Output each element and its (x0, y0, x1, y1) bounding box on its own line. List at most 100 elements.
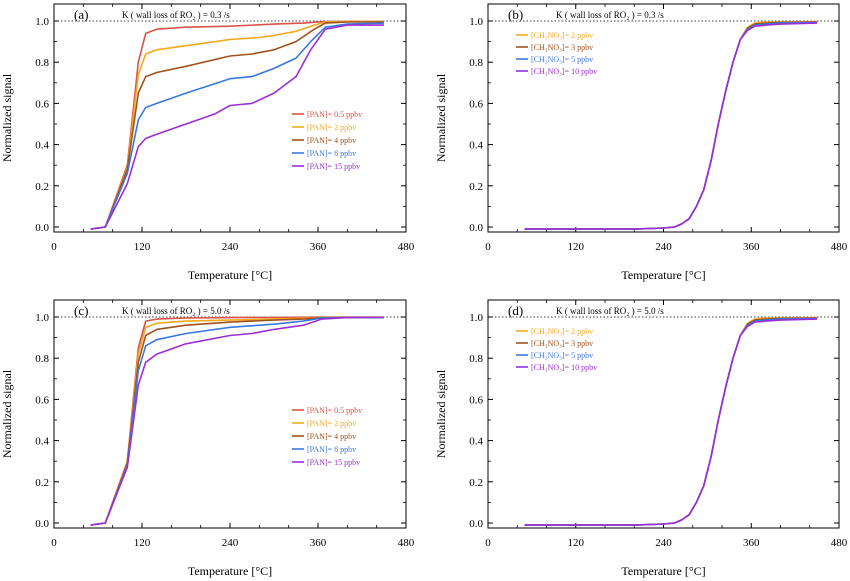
x-axis-label: Temperature [°C] (188, 564, 272, 578)
y-tick-label: 1.0 (35, 312, 49, 324)
x-tick-label: 0 (51, 537, 57, 549)
x-tick-label: 240 (222, 241, 239, 253)
y-tick-label: 0.4 (35, 140, 49, 152)
series-line (524, 316, 818, 526)
panel-a: 0 120 240 360 480 0.0 0.2 0.4 0.6 0.8 1.0 Temperatu… (0, 3, 415, 282)
series-line (524, 21, 818, 230)
y-tick-label: 0.6 (469, 394, 483, 406)
y-tick-label: 0.4 (469, 140, 483, 152)
panel-label: (c) (74, 303, 88, 318)
y-tick-label: 0.4 (469, 436, 483, 448)
x-tick-label: 0 (485, 537, 491, 549)
panel-label: (d) (508, 303, 523, 318)
legend-label: [CH₃NO₃]= 2 ppbv (531, 327, 593, 336)
legend-label: [CH₃NO₃]= 5 ppbv (531, 351, 593, 360)
x-tick-label: 360 (310, 241, 327, 253)
x-tick-label: 480 (398, 537, 415, 549)
y-tick-label: 0.8 (469, 353, 483, 365)
x-tick-label: 120 (568, 241, 585, 253)
panel-title: K ( wall loss of RO₂ ) = 5.0 /s (556, 306, 664, 316)
legend-label: [CH₃NO₃]= 10 ppbv (531, 67, 597, 76)
series-line (524, 20, 818, 230)
x-tick-label: 120 (134, 537, 151, 549)
y-tick-label: 1.0 (35, 16, 49, 28)
legend: [CH₃NO₃]= 2 ppbv [CH₃NO₃]= 3 ppbv [CH₃NO₃]… (516, 327, 597, 372)
x-tick-label: 360 (310, 537, 327, 549)
series-line (524, 317, 818, 526)
legend: [PAN]= 0.5 ppbv [PAN]= 2 ppbv [PAN]= 4 ppb… (292, 110, 362, 171)
y-tick-label: 0.2 (469, 477, 483, 489)
y-tick-label: 1.0 (469, 312, 483, 324)
y-tick-label: 1.0 (469, 16, 483, 28)
panel-b: 0 120 240 360 480 0.0 0.2 0.4 0.6 0.8 1.0 Temperatu… (434, 3, 848, 282)
legend-label: [PAN]= 0.5 ppbv (307, 110, 362, 119)
series-line (524, 318, 818, 526)
x-tick-label: 0 (485, 241, 491, 253)
legend-label: [CH₃NO₃]= 3 ppbv (531, 339, 593, 348)
y-tick-label: 0.0 (469, 222, 483, 234)
series-line (524, 317, 818, 526)
legend-label: [PAN]= 2 ppbv (307, 419, 356, 428)
series-line (90, 24, 384, 230)
y-tick-label: 0.6 (35, 98, 49, 110)
x-axis-label: Temperature [°C] (188, 268, 272, 282)
series-line (90, 316, 385, 526)
series-line (90, 20, 384, 230)
legend: [PAN]= 0.5 ppbv [PAN]= 2 ppbv [PAN]= 4 ppb… (292, 406, 362, 467)
y-tick-label: 0.2 (35, 181, 49, 193)
x-tick-label: 480 (831, 537, 848, 549)
x-tick-label: 360 (743, 241, 760, 253)
legend-label: [PAN]= 15 ppbv (307, 162, 360, 171)
panel-c: 0 120 240 360 480 0.0 0.2 0.4 0.6 0.8 1.0 Temperatu… (0, 299, 415, 578)
x-tick-label: 240 (655, 241, 672, 253)
y-tick-label: 0.8 (35, 353, 49, 365)
panel-title: K ( wall loss of RO₂ ) = 5.0 /s (122, 306, 230, 316)
y-tick-label: 0.0 (35, 222, 49, 234)
series-line (90, 22, 385, 230)
series-line (90, 21, 384, 230)
x-tick-label: 120 (134, 241, 151, 253)
x-tick-label: 360 (743, 537, 760, 549)
panel-title: K ( wall loss of RO₂ ) = 0.3 /s (122, 10, 230, 20)
x-tick-label: 0 (51, 241, 57, 253)
panel-title: K ( wall loss of RO₂ ) = 0.3 /s (556, 10, 664, 20)
panel-d: 0 120 240 360 480 0.0 0.2 0.4 0.6 0.8 1.0 Temperatu… (434, 299, 848, 578)
y-tick-label: 0.4 (35, 436, 49, 448)
panel-label: (a) (74, 7, 88, 22)
x-axis-label: Temperature [°C] (621, 564, 705, 578)
y-axis-label: Normalized signal (0, 73, 14, 162)
x-tick-label: 480 (831, 241, 848, 253)
y-axis-label: Normalized signal (0, 369, 14, 458)
series-line (524, 22, 818, 230)
y-tick-label: 0.6 (35, 394, 49, 406)
x-tick-label: 120 (568, 537, 585, 549)
legend-label: [PAN]= 8 ppbv (307, 445, 356, 454)
legend: [CH₃NO₃]= 2 ppbv [CH₃NO₃]= 3 ppbv [CH₃NO₃]… (516, 31, 597, 76)
legend-label: [CH₃NO₃]= 5 ppbv (531, 55, 593, 64)
legend-label: [PAN]= 8 ppbv (307, 149, 356, 158)
legend-label: [CH₃NO₃]= 2 ppbv (531, 31, 593, 40)
y-axis-label: Normalized signal (434, 369, 448, 458)
y-tick-label: 0.2 (35, 477, 49, 489)
x-tick-label: 240 (222, 537, 239, 549)
legend-label: [PAN]= 4 ppbv (307, 136, 356, 145)
series-line (524, 21, 818, 230)
y-tick-label: 0.8 (469, 57, 483, 69)
legend-label: [PAN]= 4 ppbv (307, 432, 356, 441)
legend-label: [PAN]= 15 ppbv (307, 458, 360, 467)
panel-label: (b) (508, 7, 523, 22)
y-axis-label: Normalized signal (434, 73, 448, 162)
y-tick-label: 0.2 (469, 181, 483, 193)
legend-label: [CH₃NO₃]= 10 ppbv (531, 363, 597, 372)
x-axis-label: Temperature [°C] (621, 268, 705, 282)
y-tick-label: 0.0 (469, 518, 483, 530)
y-tick-label: 0.8 (35, 57, 49, 69)
legend-label: [PAN]= 0.5 ppbv (307, 406, 362, 415)
y-tick-label: 0.6 (469, 98, 483, 110)
x-tick-label: 480 (398, 241, 415, 253)
legend-label: [CH₃NO₃]= 3 ppbv (531, 43, 593, 52)
legend-label: [PAN]= 2 ppbv (307, 123, 356, 132)
x-tick-label: 240 (655, 537, 672, 549)
y-tick-label: 0.0 (35, 518, 49, 530)
